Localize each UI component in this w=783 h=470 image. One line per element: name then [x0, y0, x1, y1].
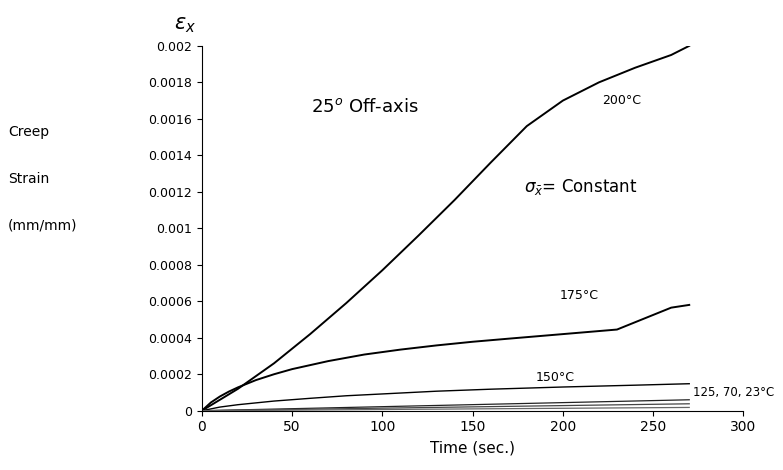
Text: Strain: Strain: [8, 172, 49, 186]
X-axis label: Time (sec.): Time (sec.): [430, 440, 515, 455]
Text: 150°C: 150°C: [536, 371, 575, 384]
Text: 25$^o$ Off-axis: 25$^o$ Off-axis: [311, 98, 418, 116]
Text: 175°C: 175°C: [559, 290, 598, 302]
Text: 125, 70, 23°C: 125, 70, 23°C: [693, 386, 774, 399]
Text: $\varepsilon_x$: $\varepsilon_x$: [175, 15, 197, 35]
Text: Creep: Creep: [8, 125, 49, 139]
Text: (mm/mm): (mm/mm): [8, 219, 78, 233]
Text: $\sigma_{\bar{x}}$= Constant: $\sigma_{\bar{x}}$= Constant: [524, 177, 637, 197]
Text: 200°C: 200°C: [603, 94, 641, 107]
